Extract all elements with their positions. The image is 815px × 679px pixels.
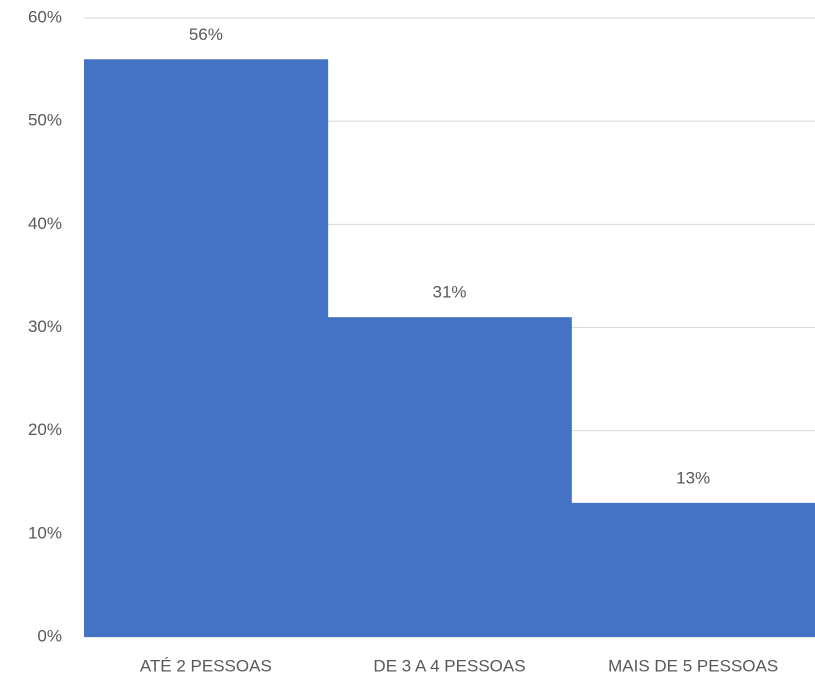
y-tick-label: 40% xyxy=(28,214,62,233)
data-label: 13% xyxy=(676,468,710,487)
bar xyxy=(571,502,815,637)
y-tick-label: 0% xyxy=(37,626,62,645)
x-tick-label: DE 3 A 4 PESSOAS xyxy=(373,656,525,675)
y-tick-label: 30% xyxy=(28,317,62,336)
bar xyxy=(327,317,572,637)
bar xyxy=(84,59,329,638)
y-tick-label: 60% xyxy=(28,7,62,26)
y-tick-label: 50% xyxy=(28,111,62,130)
data-label: 56% xyxy=(189,25,223,44)
data-label: 31% xyxy=(432,283,466,302)
x-tick-label: MAIS DE 5 PESSOAS xyxy=(608,656,778,675)
y-tick-label: 20% xyxy=(28,420,62,439)
x-tick-label: ATÉ 2 PESSOAS xyxy=(140,656,272,675)
y-tick-label: 10% xyxy=(28,523,62,542)
